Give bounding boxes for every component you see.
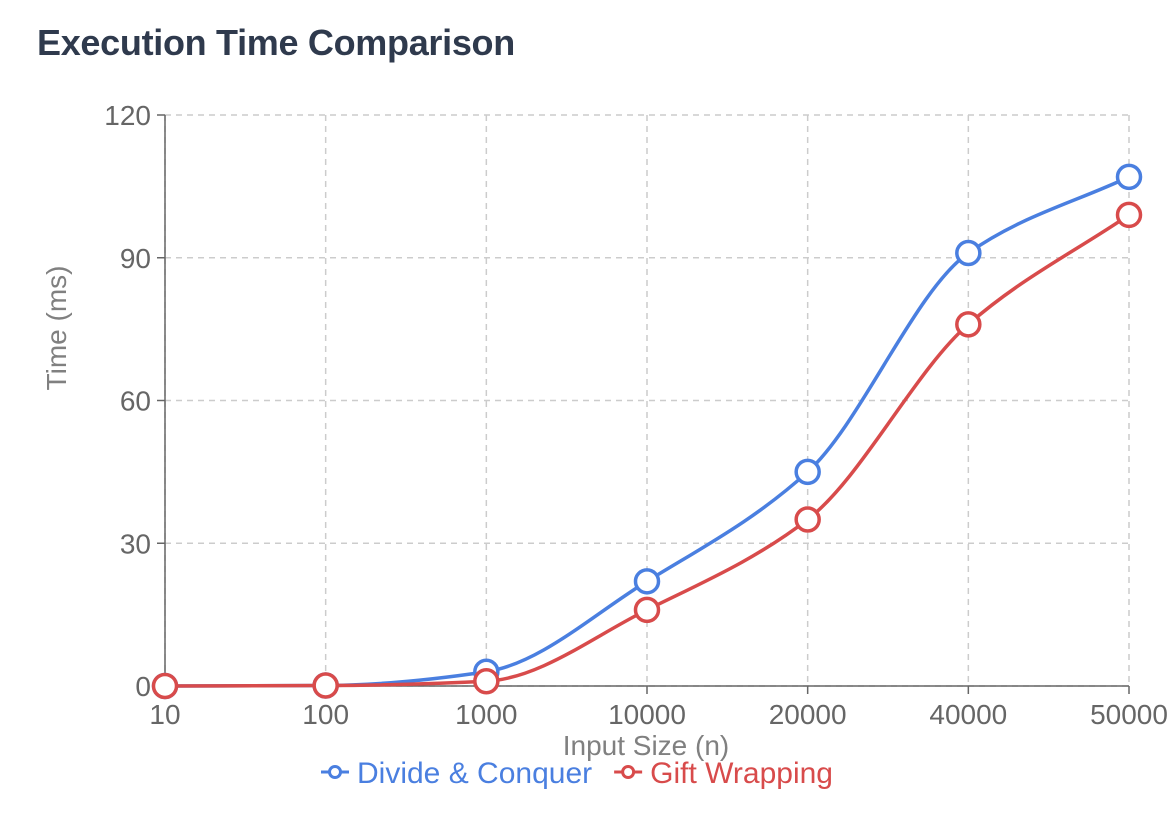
- series-gift-wrapping: [151, 201, 1143, 700]
- y-tick-label: 60: [120, 386, 151, 417]
- legend-item-divide-conquer: Divide & Conquer: [321, 757, 592, 790]
- x-tick-label: 10000: [608, 699, 686, 730]
- x-tick-label: 40000: [929, 699, 1007, 730]
- chart-title: Execution Time Comparison: [37, 22, 515, 63]
- legend-label: Gift Wrapping: [650, 757, 833, 790]
- series-group: [151, 163, 1143, 700]
- y-tick-label: 120: [104, 100, 151, 131]
- legend-label: Divide & Conquer: [357, 757, 592, 790]
- legend-marker-icon: [328, 765, 343, 779]
- y-tick-label: 0: [135, 671, 151, 702]
- y-axis-title: Time (ms): [41, 266, 72, 391]
- legend-item-gift-wrapping: Gift Wrapping: [614, 757, 833, 790]
- legend: Divide & Conquer Gift Wrapping: [321, 757, 833, 790]
- data-point: [151, 672, 179, 700]
- data-point: [633, 596, 661, 624]
- x-tick-label: 100: [302, 699, 349, 730]
- x-axis-title: Input Size (n): [563, 730, 730, 761]
- data-point: [1115, 163, 1143, 191]
- x-tick-label: 50000: [1090, 699, 1168, 730]
- data-point: [955, 239, 982, 267]
- x-tick-label: 1000: [455, 699, 517, 730]
- data-point: [1115, 201, 1143, 229]
- legend-marker-icon: [621, 765, 636, 779]
- data-point: [794, 458, 821, 486]
- tick-labels: 0 30 60 90 120 10 100 1000 10000 20000 40000 50000: [104, 100, 1168, 730]
- data-point: [955, 311, 982, 338]
- data-point: [794, 506, 821, 533]
- data-point: [312, 672, 339, 699]
- x-tick-label: 10: [149, 699, 180, 730]
- data-point: [473, 667, 500, 695]
- y-tick-label: 30: [120, 528, 151, 559]
- x-tick-label: 20000: [769, 699, 847, 730]
- y-tick-label: 90: [120, 243, 151, 274]
- data-point: [633, 568, 661, 595]
